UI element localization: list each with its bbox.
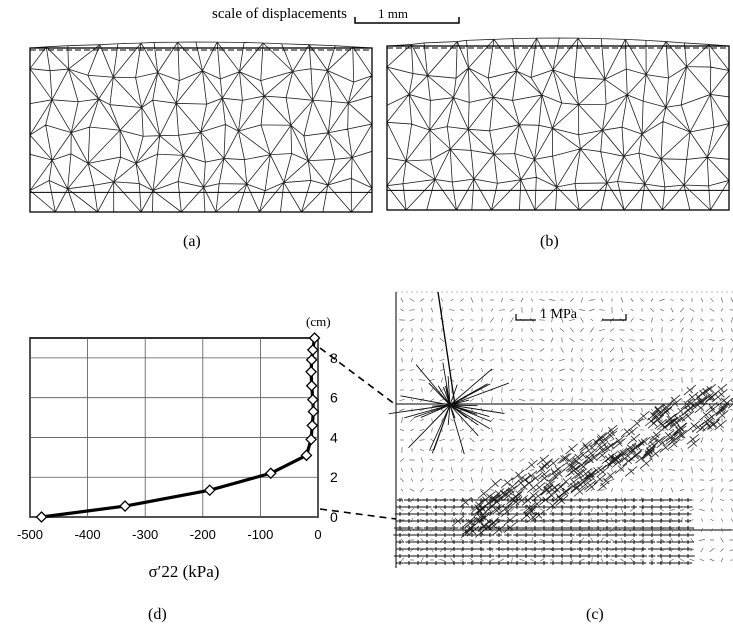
data-point-marker [203, 484, 216, 497]
caption-b: (b) [540, 233, 559, 250]
field-shear-band [451, 383, 733, 539]
data-point-marker [306, 393, 319, 406]
data-point-marker [308, 332, 321, 344]
connector-line-top [319, 347, 397, 406]
field-compression-zone [393, 498, 695, 565]
displacement-scale-bar [354, 17, 460, 24]
stress-field-panel [388, 291, 733, 568]
data-point-marker [264, 467, 277, 480]
data-point-marker [305, 353, 318, 366]
x-tick-label: -300 [132, 527, 158, 542]
displacement-scale-length: 1 mm [378, 6, 408, 21]
caption-a: (a) [183, 233, 201, 250]
y-axis-label: (cm) [306, 314, 331, 329]
plot-area [29, 337, 319, 518]
data-point-marker [305, 433, 318, 446]
x-tick-label: -200 [190, 527, 216, 542]
field-tip-concentration [388, 362, 509, 455]
mesh-panel-b [386, 37, 730, 211]
data-point-marker [307, 405, 320, 418]
mesh-triangles [386, 37, 730, 211]
data-point-marker [306, 419, 319, 432]
connector-line-bottom [319, 508, 397, 520]
data-point-marker [119, 500, 131, 512]
data-point-marker [306, 344, 319, 356]
data-point-marker [300, 449, 313, 462]
stress-scale-label: 1 MPa [540, 307, 578, 322]
field-crack-line [437, 291, 456, 406]
stress-profile-chart: -500-400-300-200-100002468(cm)σ′22 (kPa) [17, 314, 338, 581]
mesh-panel-a [29, 41, 373, 213]
stress-scale-bar [515, 314, 627, 321]
x-axis-label: σ′22 (kPa) [149, 562, 220, 581]
field-ticks [399, 297, 733, 563]
x-tick-label: -400 [75, 527, 101, 542]
mesh-triangles [29, 41, 373, 213]
data-point-marker [305, 379, 318, 392]
mesh-frame [29, 47, 373, 213]
caption-d: (d) [148, 606, 167, 623]
x-tick-label: 0 [314, 527, 321, 542]
data-point-marker [305, 365, 318, 378]
y-tick-label: 2 [330, 469, 338, 485]
data-point-marker [35, 511, 48, 523]
x-tick-label: -500 [17, 527, 43, 542]
mesh-frame [386, 45, 730, 211]
y-tick-label: 6 [330, 390, 338, 406]
y-tick-label: 4 [330, 429, 338, 445]
x-tick-label: -100 [247, 527, 273, 542]
displacement-scale-label: scale of displacements [212, 6, 347, 22]
y-tick-label: 0 [330, 509, 338, 525]
caption-c: (c) [586, 606, 604, 623]
